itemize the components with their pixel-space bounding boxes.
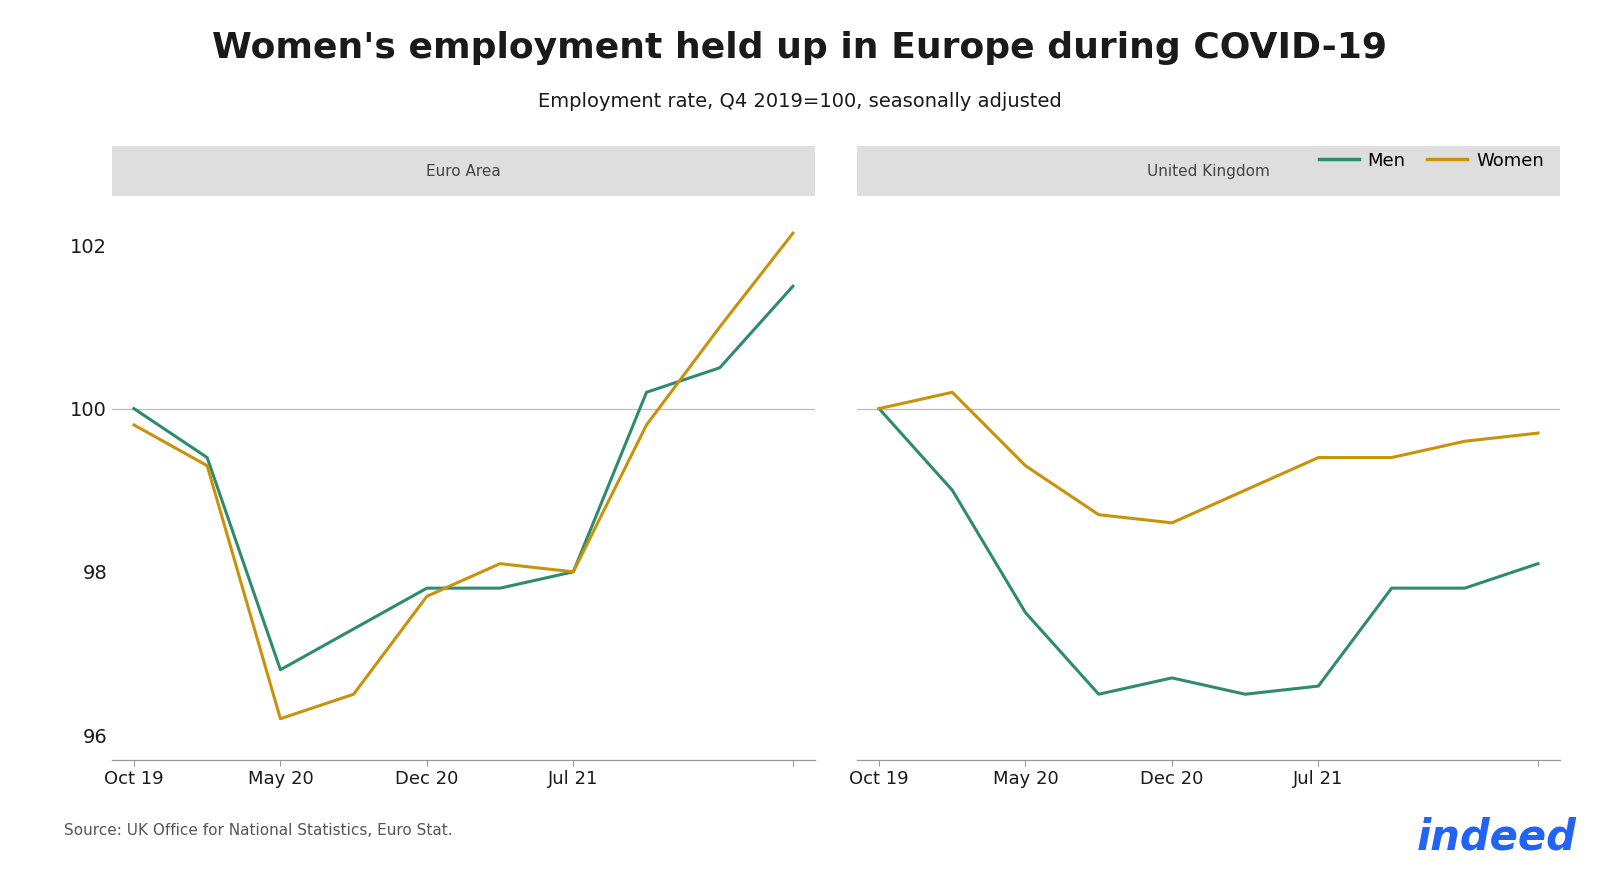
Bar: [858, 146, 1560, 196]
Text: Employment rate, Q4 2019=100, seasonally adjusted: Employment rate, Q4 2019=100, seasonally…: [538, 92, 1062, 111]
Text: indeed: indeed: [1416, 816, 1576, 859]
Text: Women's employment held up in Europe during COVID-19: Women's employment held up in Europe dur…: [213, 31, 1387, 65]
Text: Source: UK Office for National Statistics, Euro Stat.: Source: UK Office for National Statistic…: [64, 823, 453, 838]
Bar: [112, 146, 814, 196]
Legend: Men, Women: Men, Women: [1312, 144, 1550, 177]
Text: United Kingdom: United Kingdom: [1147, 163, 1270, 179]
Text: Euro Area: Euro Area: [426, 163, 501, 179]
